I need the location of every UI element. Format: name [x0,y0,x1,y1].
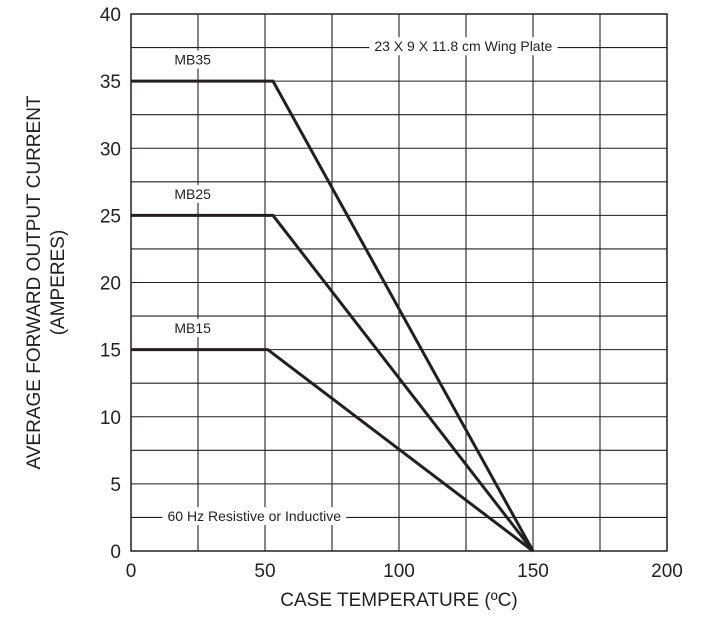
series-label-bg-mb15 [169,319,217,338]
grid [131,14,667,551]
series-label-mb25: MB25 [174,186,211,202]
series-label-mb35: MB35 [174,52,211,68]
y-tick-label: 30 [100,139,121,160]
plot-frame [130,13,668,552]
series-label-mb15: MB15 [174,320,211,336]
annotation-bottom-bg [162,507,347,526]
y-tick-label: 5 [110,475,121,496]
y-tick-label: 40 [100,5,121,26]
series-lines [131,79,535,553]
y-tick-label: 0 [110,542,121,563]
y-tick-label: 15 [100,341,121,362]
x-tick-label: 50 [254,561,275,582]
y-tick-label: 10 [100,408,121,429]
annotation-load-type: 60 Hz Resistive or Inductive [168,508,342,524]
y-axis-title-line1: AVERAGE FORWARD OUTPUT CURRENT [24,95,45,469]
x-tick-label: 200 [651,561,683,582]
series-line-mb25 [131,213,535,552]
x-tick-label: 0 [126,561,137,582]
series-line-mb35 [131,79,535,552]
series-label-bg-mb35 [169,50,217,69]
y-tick-labels: 0 5 10 15 20 25 30 35 40 [100,5,121,563]
y-tick-label: 35 [100,72,121,93]
annotation-top-bg [369,37,558,56]
annotation-wing-plate: 23 X 9 X 11.8 cm Wing Plate [374,38,552,54]
x-tick-label: 150 [517,561,549,582]
x-axis-title: CASE TEMPERATURE (ºC) [280,590,517,611]
y-axis-title-line2: (AMPERES) [48,230,69,336]
y-tick-label: 25 [100,206,121,227]
series-line-mb15 [131,348,534,553]
x-tick-label: 100 [383,561,415,582]
series-label-bg-mb25 [169,184,217,203]
y-tick-label: 20 [100,274,121,295]
x-tick-labels: 0 50 100 150 200 [126,561,683,582]
